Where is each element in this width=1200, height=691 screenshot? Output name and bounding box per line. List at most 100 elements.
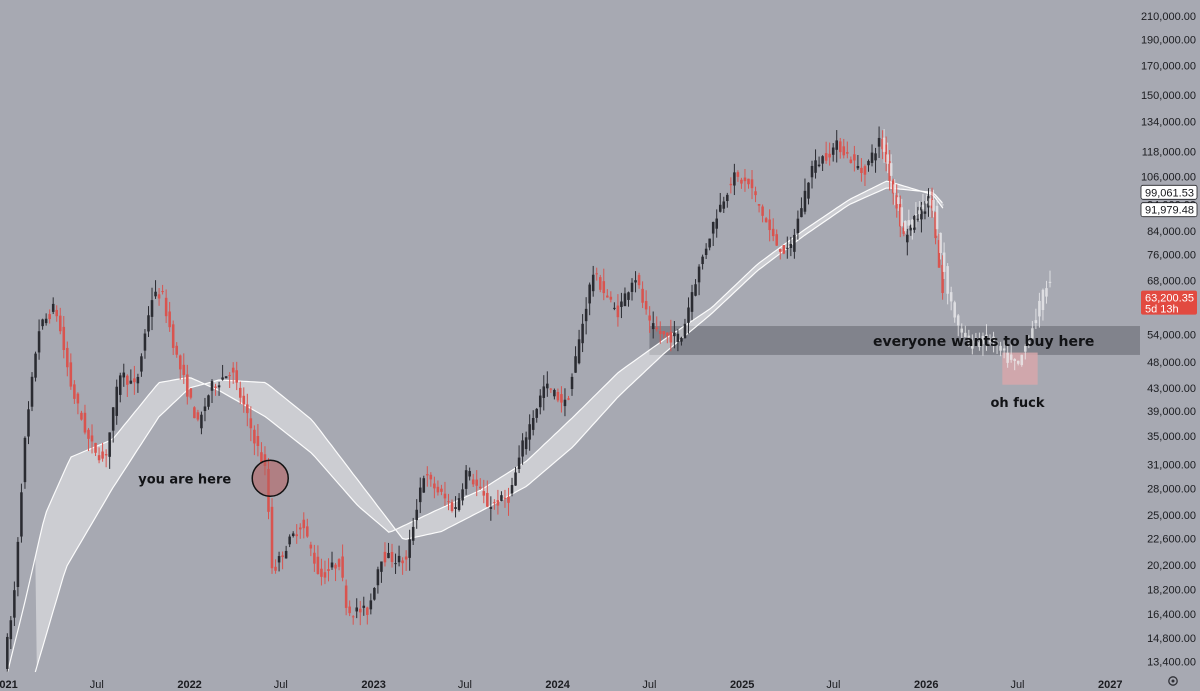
candle-body xyxy=(978,342,981,348)
candle xyxy=(13,581,16,626)
candle-body xyxy=(846,152,849,154)
candle xyxy=(831,143,835,162)
projection-candle xyxy=(1006,345,1009,368)
candle-body xyxy=(298,527,302,530)
projection-candles xyxy=(882,128,1052,371)
candle xyxy=(298,523,302,539)
candle xyxy=(567,395,570,401)
candle xyxy=(591,265,595,297)
candle-body xyxy=(415,509,418,521)
projection-candle xyxy=(1013,358,1016,371)
y-tick-label: 84,000.00 xyxy=(1147,226,1196,238)
candle-body xyxy=(715,218,718,229)
candle xyxy=(810,160,814,189)
candle-body xyxy=(581,323,584,344)
candle xyxy=(143,329,147,359)
candle-body xyxy=(48,314,51,320)
candle xyxy=(48,309,51,324)
candle xyxy=(37,319,41,360)
candle-body xyxy=(1016,360,1020,364)
candle-body xyxy=(718,204,722,212)
candle-body xyxy=(602,281,606,294)
candle-body xyxy=(256,436,260,446)
candle xyxy=(838,137,842,159)
candle xyxy=(150,287,154,331)
candle-body xyxy=(482,491,486,496)
candle xyxy=(6,633,9,672)
candle xyxy=(923,201,927,220)
candle xyxy=(814,149,817,179)
candle xyxy=(821,155,824,172)
candle-body xyxy=(143,333,147,351)
candle-body xyxy=(129,380,133,384)
candle-body xyxy=(884,144,888,163)
candle-body xyxy=(13,590,16,618)
candle-body xyxy=(408,539,411,558)
candle-body xyxy=(853,154,856,161)
candle-body xyxy=(613,307,616,309)
candle-body xyxy=(870,152,874,163)
candle xyxy=(51,297,55,315)
y-axis: 210,000.00 190,000.00 170,000.00 150,000.00… xyxy=(1141,11,1196,668)
candle-body xyxy=(782,245,786,254)
candle xyxy=(920,201,923,233)
candle xyxy=(87,427,90,452)
candle xyxy=(775,229,778,246)
candle xyxy=(20,483,23,543)
candle-body xyxy=(726,194,729,202)
candle xyxy=(690,284,694,321)
candle-body xyxy=(907,220,911,226)
candle-body xyxy=(217,385,221,388)
candle-body xyxy=(906,234,909,243)
candle-body xyxy=(344,585,348,608)
candle-body xyxy=(390,552,394,562)
y-tick-label: 18,200.00 xyxy=(1147,584,1196,596)
candle xyxy=(927,188,930,217)
y-tick-label: 76,000.00 xyxy=(1147,249,1196,261)
candle xyxy=(277,551,281,572)
candle xyxy=(309,541,313,557)
candle-body xyxy=(175,345,178,355)
candle-body xyxy=(964,332,967,338)
projection-candle xyxy=(1041,288,1045,321)
candles xyxy=(6,126,944,672)
candle xyxy=(860,158,863,182)
candle-body xyxy=(708,238,711,248)
candle xyxy=(560,386,563,413)
candle-body xyxy=(521,440,524,457)
candle xyxy=(411,517,415,545)
highlight-circle xyxy=(251,459,289,498)
settings-icon[interactable] xyxy=(1168,676,1178,686)
candle xyxy=(295,524,298,544)
projection-candle xyxy=(918,201,921,221)
candle xyxy=(440,484,443,496)
candle-body xyxy=(867,160,870,166)
candle xyxy=(270,498,274,574)
candle xyxy=(133,365,136,395)
candle xyxy=(44,313,48,326)
candle xyxy=(193,406,196,419)
candle-body xyxy=(27,409,30,437)
candle xyxy=(824,141,828,164)
candle-body xyxy=(690,292,694,312)
candle xyxy=(447,493,450,511)
candle xyxy=(394,553,397,574)
candle xyxy=(253,425,256,456)
candle xyxy=(200,411,203,435)
candle-body xyxy=(426,474,429,476)
candle-body xyxy=(821,156,824,164)
candle-body xyxy=(108,432,111,457)
candle xyxy=(803,178,807,215)
candle-body xyxy=(967,335,971,338)
candle-body xyxy=(260,452,263,463)
candle-body xyxy=(66,347,69,368)
candle-body xyxy=(136,376,140,384)
candle xyxy=(73,380,76,404)
candle-body xyxy=(733,172,736,186)
candle xyxy=(344,579,348,616)
candle-body xyxy=(658,331,662,334)
candle-body xyxy=(1041,289,1045,311)
candle-body xyxy=(793,234,796,252)
candle xyxy=(401,557,404,575)
projection-candle xyxy=(886,142,889,174)
